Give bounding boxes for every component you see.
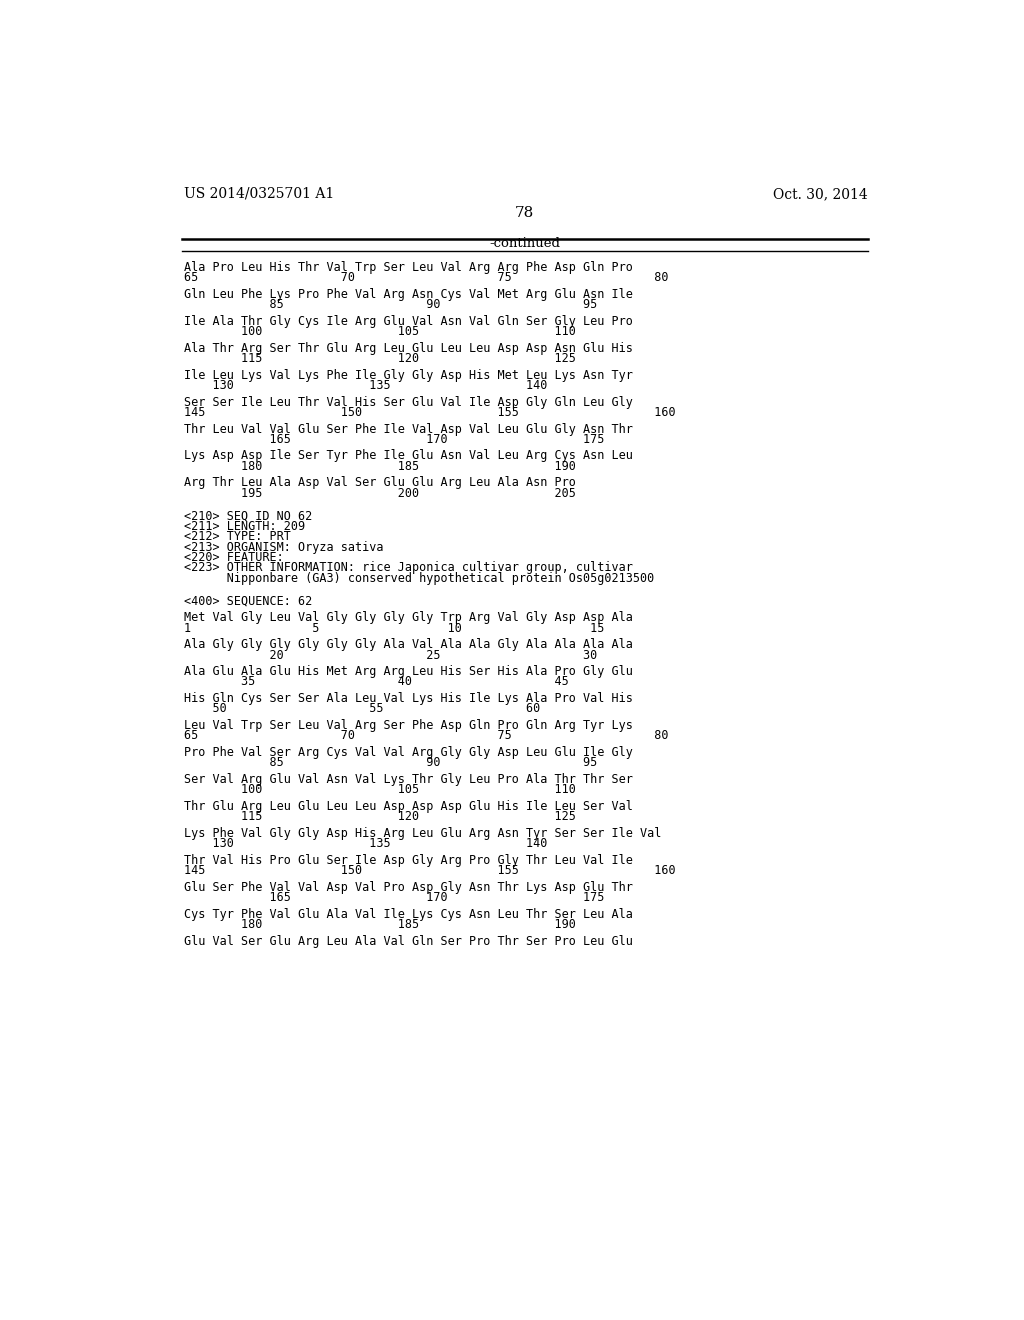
Text: Ile Ala Thr Gly Cys Ile Arg Glu Val Asn Val Gln Ser Gly Leu Pro: Ile Ala Thr Gly Cys Ile Arg Glu Val Asn … — [183, 314, 633, 327]
Text: Nipponbare (GA3) conserved hypothetical protein Os05g0213500: Nipponbare (GA3) conserved hypothetical … — [183, 572, 654, 585]
Text: Met Val Gly Leu Val Gly Gly Gly Gly Trp Arg Val Gly Asp Asp Ala: Met Val Gly Leu Val Gly Gly Gly Gly Trp … — [183, 611, 633, 624]
Text: Oct. 30, 2014: Oct. 30, 2014 — [773, 187, 868, 201]
Text: -continued: -continued — [489, 238, 560, 249]
Text: 20                    25                    30: 20 25 30 — [183, 648, 597, 661]
Text: Glu Ser Phe Val Val Asp Val Pro Asp Gly Asn Thr Lys Asp Glu Thr: Glu Ser Phe Val Val Asp Val Pro Asp Gly … — [183, 880, 633, 894]
Text: 180                   185                   190: 180 185 190 — [183, 459, 575, 473]
Text: Glu Val Ser Glu Arg Leu Ala Val Gln Ser Pro Thr Ser Pro Leu Glu: Glu Val Ser Glu Arg Leu Ala Val Gln Ser … — [183, 935, 633, 948]
Text: 1                 5                  10                  15: 1 5 10 15 — [183, 622, 604, 635]
Text: <223> OTHER INFORMATION: rice Japonica cultivar group, cultivar: <223> OTHER INFORMATION: rice Japonica c… — [183, 561, 633, 574]
Text: Thr Leu Val Val Glu Ser Phe Ile Val Asp Val Leu Glu Gly Asn Thr: Thr Leu Val Val Glu Ser Phe Ile Val Asp … — [183, 422, 633, 436]
Text: Gln Leu Phe Lys Pro Phe Val Arg Asn Cys Val Met Arg Glu Asn Ile: Gln Leu Phe Lys Pro Phe Val Arg Asn Cys … — [183, 288, 633, 301]
Text: 165                   170                   175: 165 170 175 — [183, 891, 604, 904]
Text: Pro Phe Val Ser Arg Cys Val Val Arg Gly Gly Asp Leu Glu Ile Gly: Pro Phe Val Ser Arg Cys Val Val Arg Gly … — [183, 746, 633, 759]
Text: 180                   185                   190: 180 185 190 — [183, 917, 575, 931]
Text: 130                   135                   140: 130 135 140 — [183, 837, 547, 850]
Text: <400> SEQUENCE: 62: <400> SEQUENCE: 62 — [183, 594, 312, 607]
Text: 130                   135                   140: 130 135 140 — [183, 379, 547, 392]
Text: 78: 78 — [515, 206, 535, 220]
Text: Leu Val Trp Ser Leu Val Arg Ser Phe Asp Gln Pro Gln Arg Tyr Lys: Leu Val Trp Ser Leu Val Arg Ser Phe Asp … — [183, 719, 633, 733]
Text: 165                   170                   175: 165 170 175 — [183, 433, 604, 446]
Text: 65                    70                    75                    80: 65 70 75 80 — [183, 271, 669, 284]
Text: Ser Val Arg Glu Val Asn Val Lys Thr Gly Leu Pro Ala Thr Thr Ser: Ser Val Arg Glu Val Asn Val Lys Thr Gly … — [183, 774, 633, 785]
Text: Cys Tyr Phe Val Glu Ala Val Ile Lys Cys Asn Leu Thr Ser Leu Ala: Cys Tyr Phe Val Glu Ala Val Ile Lys Cys … — [183, 908, 633, 920]
Text: 100                   105                   110: 100 105 110 — [183, 783, 575, 796]
Text: 115                   120                   125: 115 120 125 — [183, 810, 575, 824]
Text: Ile Leu Lys Val Lys Phe Ile Gly Gly Asp His Met Leu Lys Asn Tyr: Ile Leu Lys Val Lys Phe Ile Gly Gly Asp … — [183, 368, 633, 381]
Text: 145                   150                   155                   160: 145 150 155 160 — [183, 407, 676, 418]
Text: 85                    90                    95: 85 90 95 — [183, 298, 597, 312]
Text: <213> ORGANISM: Oryza sativa: <213> ORGANISM: Oryza sativa — [183, 541, 383, 553]
Text: 50                    55                    60: 50 55 60 — [183, 702, 540, 715]
Text: Thr Glu Arg Leu Glu Leu Leu Asp Asp Asp Glu His Ile Leu Ser Val: Thr Glu Arg Leu Glu Leu Leu Asp Asp Asp … — [183, 800, 633, 813]
Text: 35                    40                    45: 35 40 45 — [183, 676, 568, 689]
Text: Lys Phe Val Gly Gly Asp His Arg Leu Glu Arg Asn Tyr Ser Ser Ile Val: Lys Phe Val Gly Gly Asp His Arg Leu Glu … — [183, 826, 662, 840]
Text: Ala Pro Leu His Thr Val Trp Ser Leu Val Arg Arg Phe Asp Gln Pro: Ala Pro Leu His Thr Val Trp Ser Leu Val … — [183, 261, 633, 273]
Text: Ser Ser Ile Leu Thr Val His Ser Glu Val Ile Asp Gly Gln Leu Gly: Ser Ser Ile Leu Thr Val His Ser Glu Val … — [183, 396, 633, 409]
Text: 85                    90                    95: 85 90 95 — [183, 756, 597, 770]
Text: 145                   150                   155                   160: 145 150 155 160 — [183, 865, 676, 876]
Text: <211> LENGTH: 209: <211> LENGTH: 209 — [183, 520, 305, 533]
Text: Arg Thr Leu Ala Asp Val Ser Glu Glu Arg Leu Ala Asn Pro: Arg Thr Leu Ala Asp Val Ser Glu Glu Arg … — [183, 477, 575, 490]
Text: Ala Glu Ala Glu His Met Arg Arg Leu His Ser His Ala Pro Gly Glu: Ala Glu Ala Glu His Met Arg Arg Leu His … — [183, 665, 633, 678]
Text: Ala Thr Arg Ser Thr Glu Arg Leu Glu Leu Leu Asp Asp Asn Glu His: Ala Thr Arg Ser Thr Glu Arg Leu Glu Leu … — [183, 342, 633, 355]
Text: 100                   105                   110: 100 105 110 — [183, 325, 575, 338]
Text: 115                   120                   125: 115 120 125 — [183, 352, 575, 366]
Text: His Gln Cys Ser Ser Ala Leu Val Lys His Ile Lys Ala Pro Val His: His Gln Cys Ser Ser Ala Leu Val Lys His … — [183, 692, 633, 705]
Text: 195                   200                   205: 195 200 205 — [183, 487, 575, 500]
Text: <210> SEQ ID NO 62: <210> SEQ ID NO 62 — [183, 510, 312, 523]
Text: <220> FEATURE:: <220> FEATURE: — [183, 552, 284, 564]
Text: <212> TYPE: PRT: <212> TYPE: PRT — [183, 531, 291, 544]
Text: 65                    70                    75                    80: 65 70 75 80 — [183, 730, 669, 742]
Text: Thr Val His Pro Glu Ser Ile Asp Gly Arg Pro Gly Thr Leu Val Ile: Thr Val His Pro Glu Ser Ile Asp Gly Arg … — [183, 854, 633, 867]
Text: US 2014/0325701 A1: US 2014/0325701 A1 — [183, 187, 334, 201]
Text: Lys Asp Asp Ile Ser Tyr Phe Ile Glu Asn Val Leu Arg Cys Asn Leu: Lys Asp Asp Ile Ser Tyr Phe Ile Glu Asn … — [183, 449, 633, 462]
Text: Ala Gly Gly Gly Gly Gly Gly Ala Val Ala Ala Gly Ala Ala Ala Ala: Ala Gly Gly Gly Gly Gly Gly Ala Val Ala … — [183, 638, 633, 651]
